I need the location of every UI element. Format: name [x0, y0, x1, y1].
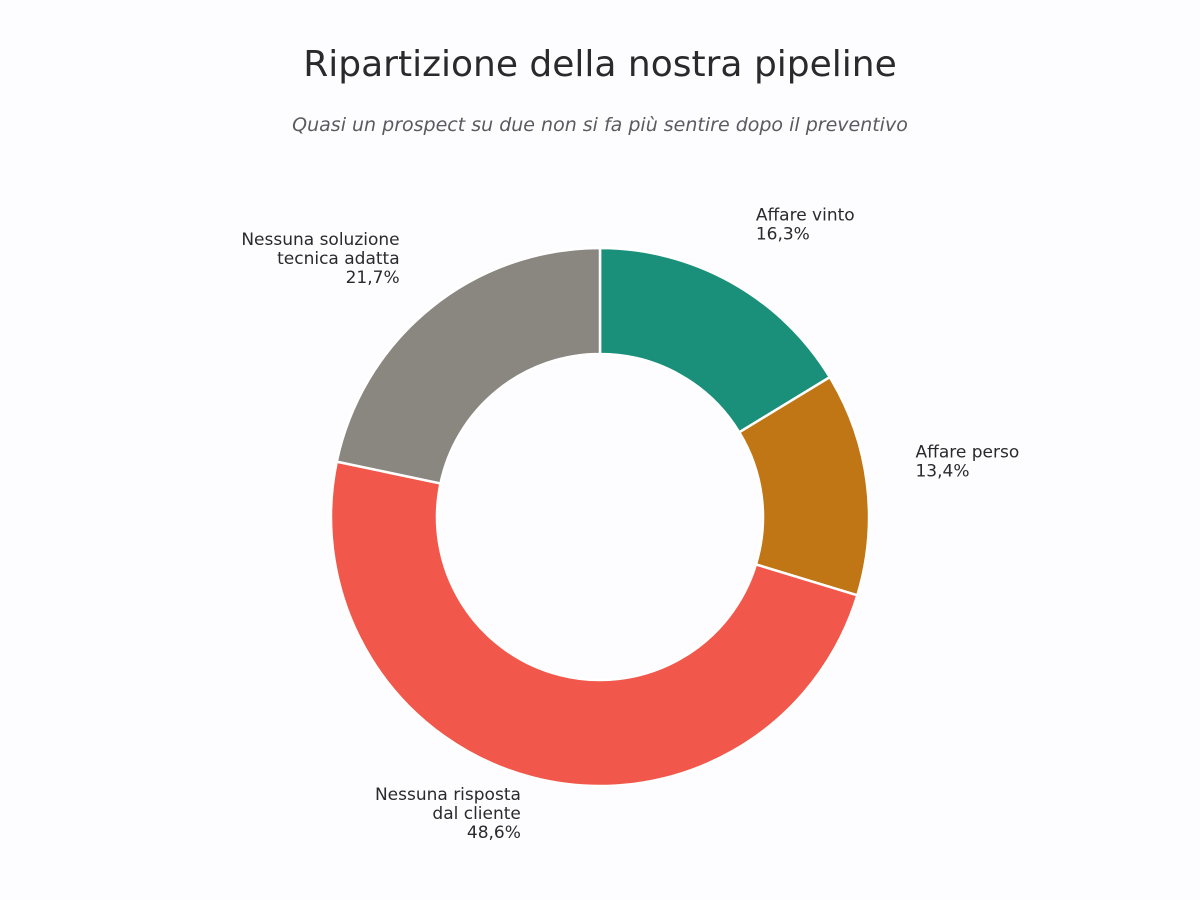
slice-name-label: tecnica adatta	[277, 249, 400, 269]
slice-name-label: Nessuna soluzione	[241, 230, 399, 250]
donut-slice	[335, 246, 602, 485]
slice-label: Nessuna soluzione tecnica adatta 21,7%	[241, 230, 399, 288]
chart-subtitle: Quasi un prospect su due non si fa più s…	[292, 114, 908, 136]
slice-label: Affare vinto 16,3%	[756, 205, 855, 244]
slice-value-label: 21,7%	[346, 268, 400, 288]
slice-name-label: dal cliente	[432, 804, 521, 824]
donut-slice	[598, 246, 832, 434]
slice-name-label: Affare vinto	[756, 205, 855, 225]
slice-label: Affare perso 13,4%	[915, 443, 1019, 482]
slice-value-label: 48,6%	[467, 823, 521, 843]
chart-title: Ripartizione della nostra pipeline	[303, 44, 897, 85]
slice-label: Nessuna risposta dal cliente 48,6%	[375, 785, 521, 843]
slice-name-label: Nessuna risposta	[375, 785, 521, 805]
donut-slice	[329, 460, 859, 788]
slice-value-label: 16,3%	[756, 224, 810, 244]
slice-labels: Affare vinto 16,3% Affare perso 13,4% Nessun…	[241, 205, 1019, 843]
donut-slices	[329, 246, 871, 788]
slice-name-label: Affare perso	[915, 443, 1019, 463]
slice-value-label: 13,4%	[915, 462, 969, 482]
